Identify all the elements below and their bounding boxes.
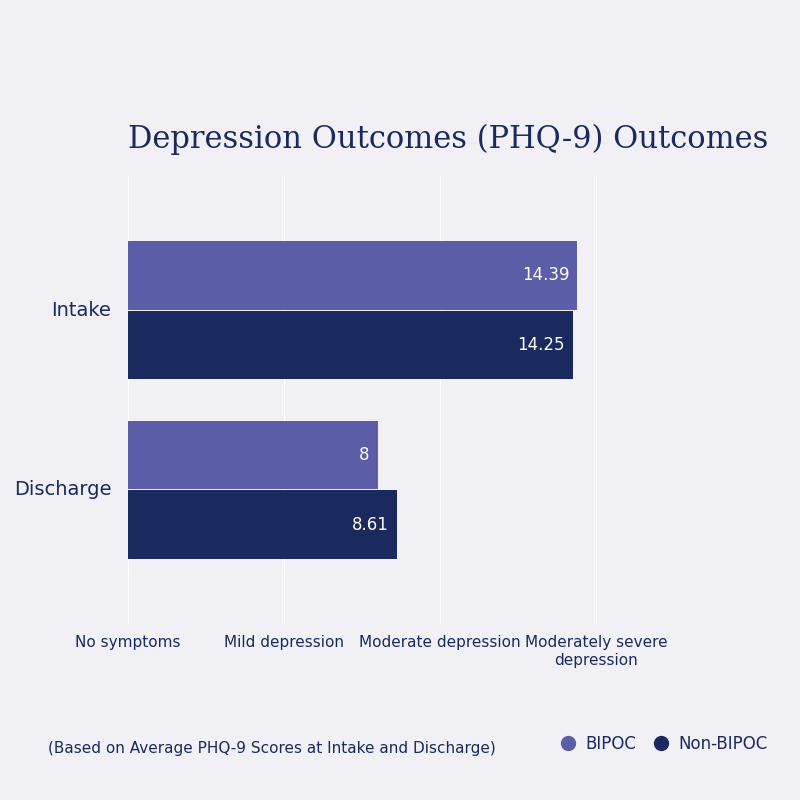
Bar [128, 242, 577, 310]
Text: 14.25: 14.25 [518, 336, 565, 354]
Text: 8: 8 [359, 446, 370, 464]
Text: (Based on Average PHQ-9 Scores at Intake and Discharge): (Based on Average PHQ-9 Scores at Intake… [48, 741, 496, 756]
Text: 14.39: 14.39 [522, 266, 569, 285]
Text: 8.61: 8.61 [352, 515, 389, 534]
Text: Depression Outcomes (PHQ-9) Outcomes: Depression Outcomes (PHQ-9) Outcomes [128, 124, 768, 155]
Legend: BIPOC, Non-BIPOC: BIPOC, Non-BIPOC [564, 735, 768, 754]
Bar [128, 311, 573, 379]
Bar [128, 490, 397, 558]
Bar [128, 421, 378, 489]
